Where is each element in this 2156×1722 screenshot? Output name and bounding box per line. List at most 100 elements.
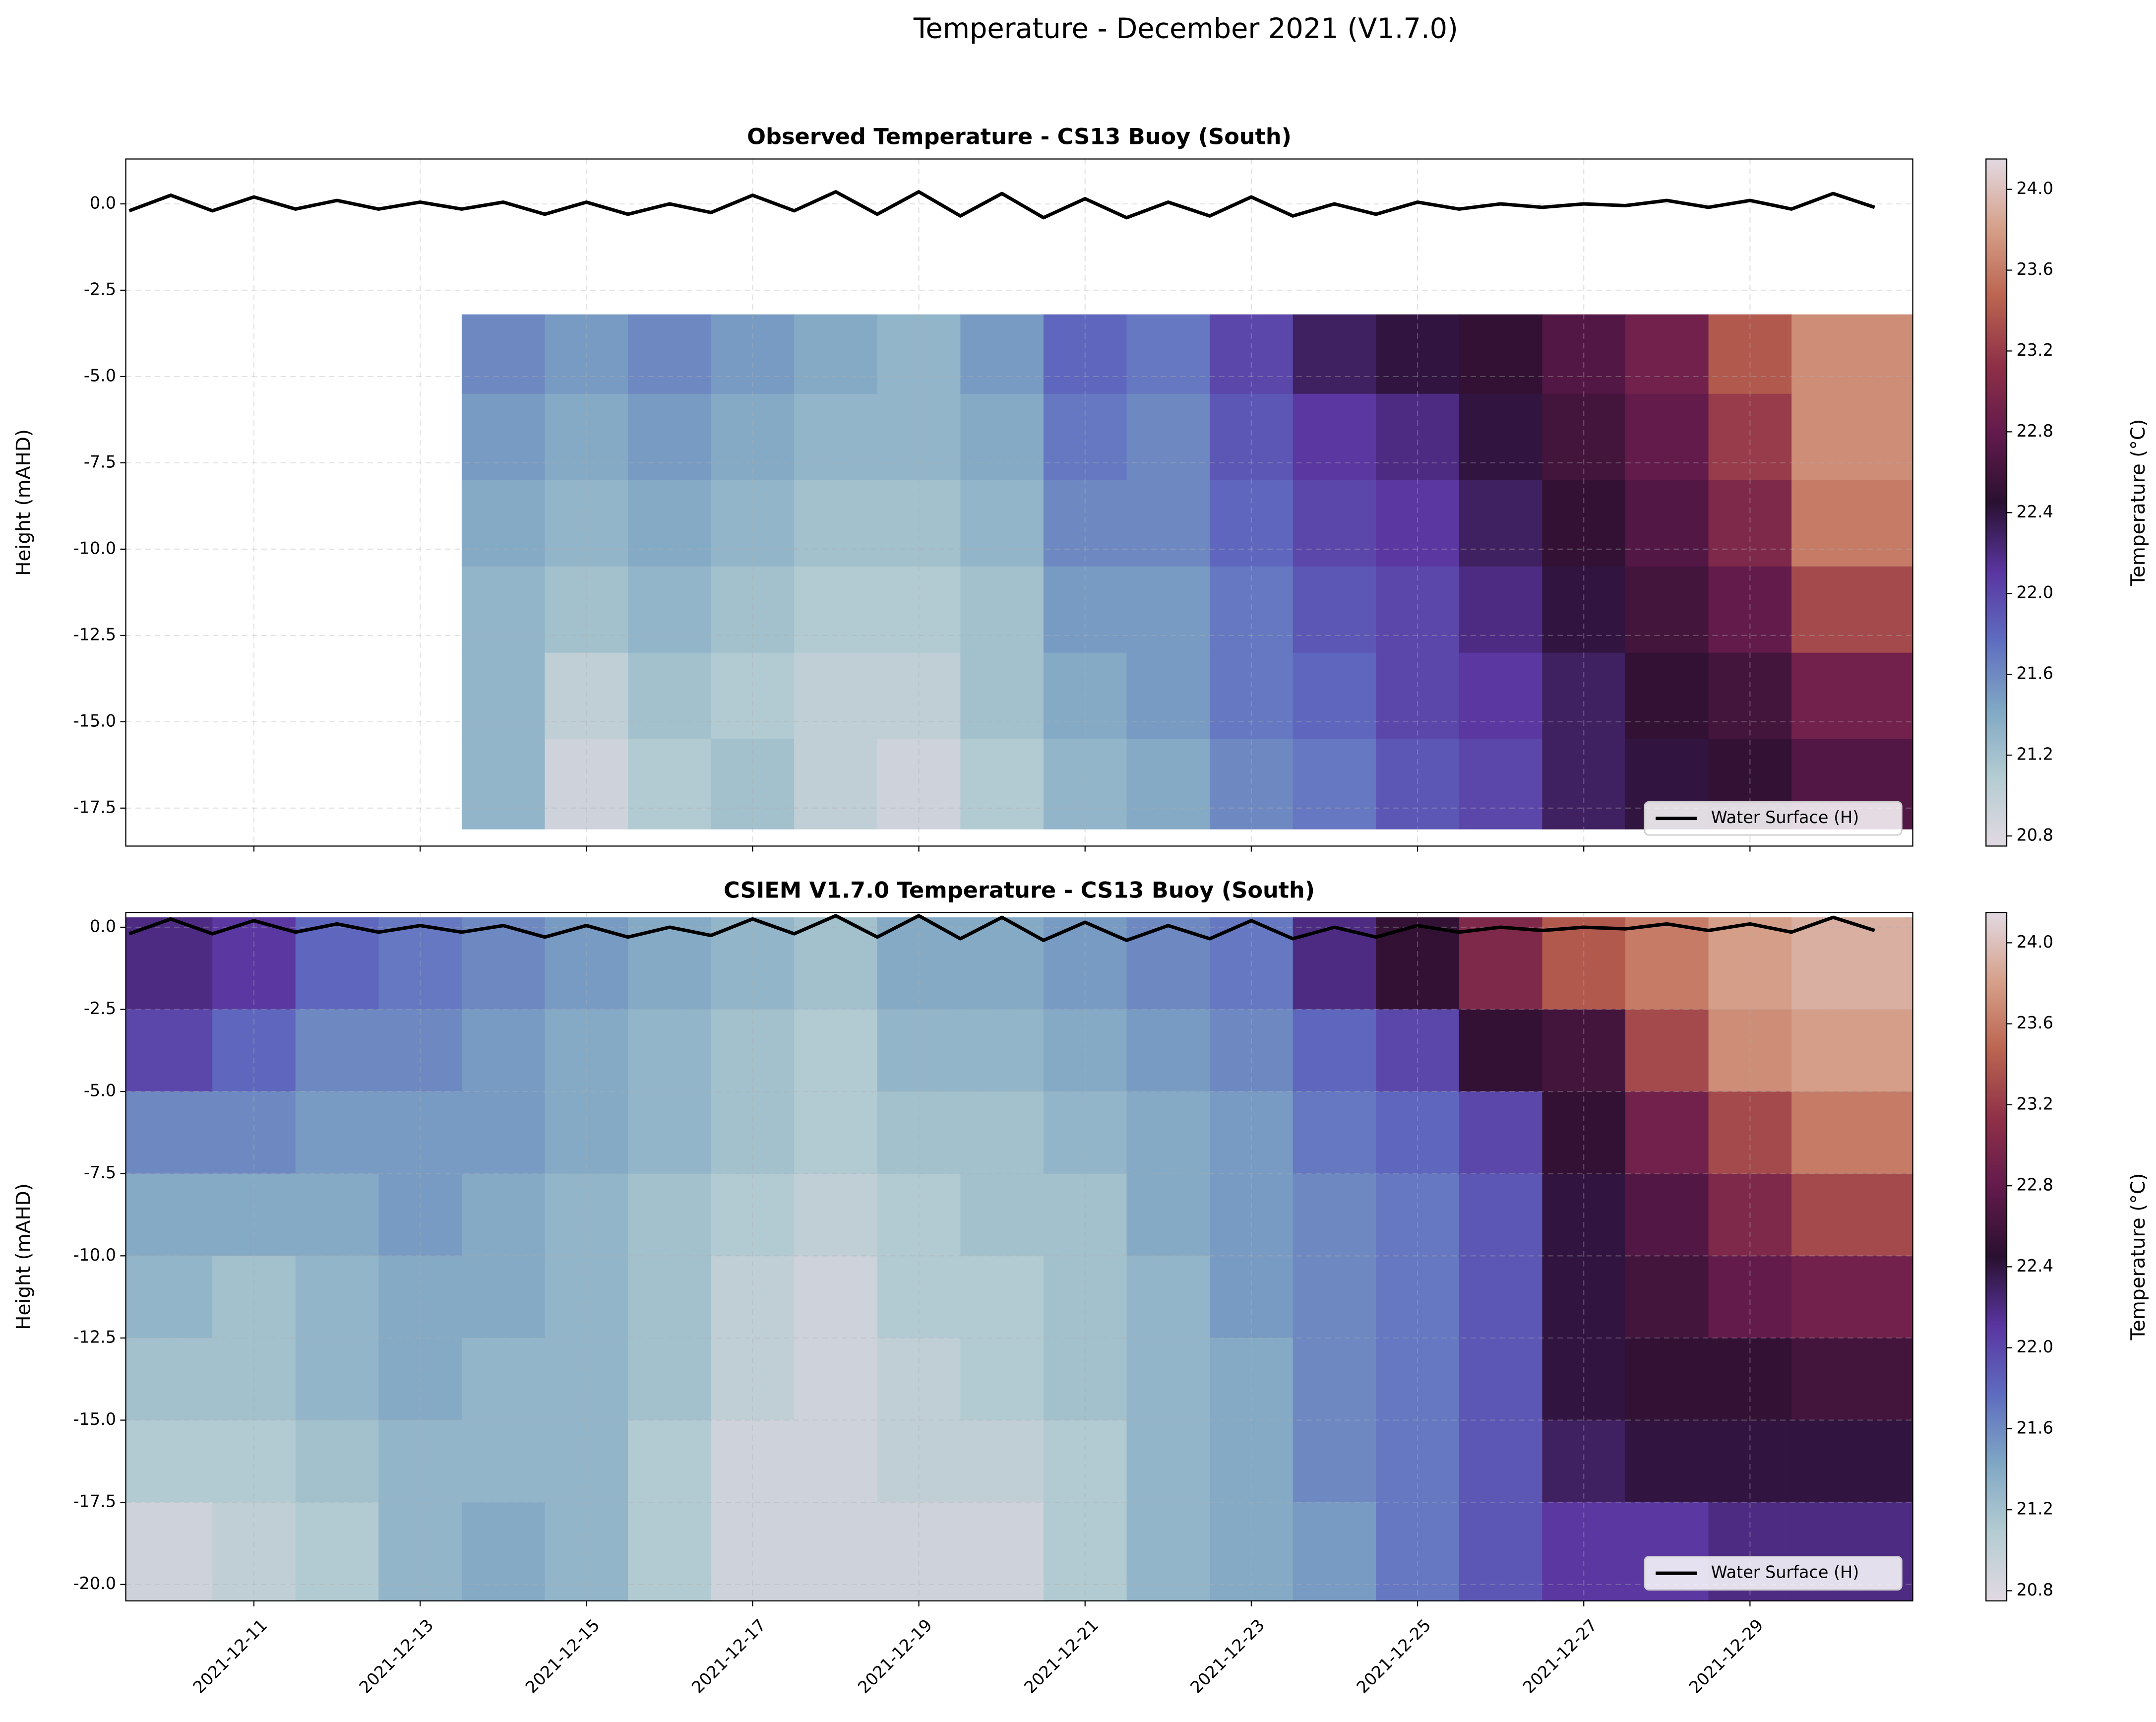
heat-cell — [960, 393, 1045, 481]
heat-cell — [960, 652, 1045, 740]
heat-cell — [1210, 1173, 1294, 1257]
heat-cell — [794, 1091, 878, 1174]
heat-cell — [628, 393, 712, 481]
heat-cell — [1043, 1256, 1127, 1339]
heat-cell — [1625, 1091, 1709, 1174]
heat-cell — [461, 1091, 546, 1174]
colorbar-tick-label: 24.0 — [2017, 932, 2053, 952]
heat-cell — [1043, 1009, 1127, 1092]
heat-cell — [461, 652, 546, 740]
heat-cell — [1542, 1009, 1626, 1092]
heat-cell — [461, 566, 546, 653]
colorbar — [1985, 158, 2008, 847]
heat-cell — [461, 393, 546, 481]
colorbar-tick-label: 23.6 — [2017, 259, 2053, 279]
heat-cell — [545, 1173, 629, 1257]
heat-cell — [125, 1091, 213, 1174]
heat-cell — [1542, 1502, 1626, 1601]
heat-cell — [125, 1338, 213, 1421]
heat-cell — [711, 1338, 795, 1421]
heat-cell — [628, 739, 712, 829]
heat-cell — [1459, 1173, 1543, 1257]
heat-cell — [1542, 314, 1626, 394]
heat-cell — [545, 1502, 629, 1601]
heat-cell — [1625, 393, 1709, 481]
heat-cell — [545, 1256, 629, 1339]
heat-cell — [711, 393, 795, 481]
heat-cell — [1126, 566, 1211, 653]
heat-cell — [1293, 739, 1377, 829]
heat-cell — [1708, 1338, 1792, 1421]
heat-cell — [628, 1091, 712, 1174]
heat-cell — [1376, 1173, 1460, 1257]
heat-cell — [212, 1338, 296, 1421]
heat-cell — [1708, 314, 1792, 394]
y-axis-label: Height (mAHD) — [13, 429, 35, 576]
heat-cell — [628, 917, 712, 1010]
colorbar-tick-label: 22.8 — [2017, 1175, 2053, 1195]
panel-title: CSIEM V1.7.0 Temperature - CS13 Buoy (So… — [724, 877, 1315, 903]
heat-cell — [545, 1009, 629, 1092]
heat-cell — [1376, 1420, 1460, 1503]
heat-cell — [1126, 1420, 1211, 1503]
heat-cell — [125, 1502, 213, 1601]
heat-cell — [1376, 480, 1460, 567]
heat-cell — [1625, 917, 1709, 1010]
heat-cell — [1542, 1173, 1626, 1257]
y-tick-label: -17.5 — [73, 1492, 116, 1511]
heat-cell — [461, 1338, 546, 1421]
y-tick-label: -5.0 — [84, 1081, 116, 1100]
heat-cell — [1126, 1338, 1211, 1421]
heat-cell — [545, 480, 629, 567]
heat-cell — [1210, 1009, 1294, 1092]
heat-cell — [1293, 652, 1377, 740]
heat-cell — [1043, 1502, 1127, 1601]
heat-cell — [1210, 652, 1294, 740]
heat-cell — [1542, 1256, 1626, 1339]
heat-cell — [212, 1256, 296, 1339]
heat-cell — [711, 1091, 795, 1174]
heat-cell — [877, 652, 961, 740]
heat-cell — [1126, 1502, 1211, 1601]
heat-cell — [711, 1173, 795, 1257]
heat-cell — [212, 1009, 296, 1092]
heat-cell — [125, 1173, 213, 1257]
heat-cell — [877, 1009, 961, 1092]
colorbar-tick-label: 21.6 — [2017, 664, 2053, 683]
heat-cell — [1043, 1338, 1127, 1421]
heat-cell — [628, 566, 712, 653]
heat-cell — [960, 1502, 1045, 1601]
colorbar-tick-label: 23.2 — [2017, 340, 2053, 360]
heat-cell — [1791, 917, 1913, 1010]
heat-cell — [1293, 480, 1377, 567]
y-tick-label: 0.0 — [90, 193, 116, 212]
heat-cell — [1293, 1338, 1377, 1421]
heat-cell — [378, 1502, 462, 1601]
panel-title: Observed Temperature - CS13 Buoy (South) — [747, 124, 1292, 150]
heat-cell — [794, 652, 878, 740]
heat-cell — [1126, 1173, 1211, 1257]
heat-cell — [711, 1420, 795, 1503]
heat-cell — [1043, 393, 1127, 481]
heat-cell — [1293, 917, 1377, 1010]
heat-cell — [1625, 1009, 1709, 1092]
heat-cell — [1625, 652, 1709, 740]
y-tick-label: -12.5 — [73, 625, 116, 644]
heat-cell — [212, 1173, 296, 1257]
heat-cell — [1376, 314, 1460, 394]
heat-cell — [628, 652, 712, 740]
heat-cell — [1625, 566, 1709, 653]
heat-cell — [378, 917, 462, 1010]
heat-cell — [794, 739, 878, 829]
heat-cell — [1043, 1091, 1127, 1174]
heat-cell — [960, 739, 1045, 829]
legend-box — [1644, 801, 1903, 836]
heat-cell — [1459, 1091, 1543, 1174]
heat-cell — [378, 1091, 462, 1174]
heat-cell — [1126, 917, 1211, 1010]
heat-cell — [1043, 652, 1127, 740]
heat-cell — [125, 1420, 213, 1503]
heat-cell — [877, 1338, 961, 1421]
legend-box — [1644, 1556, 1903, 1591]
